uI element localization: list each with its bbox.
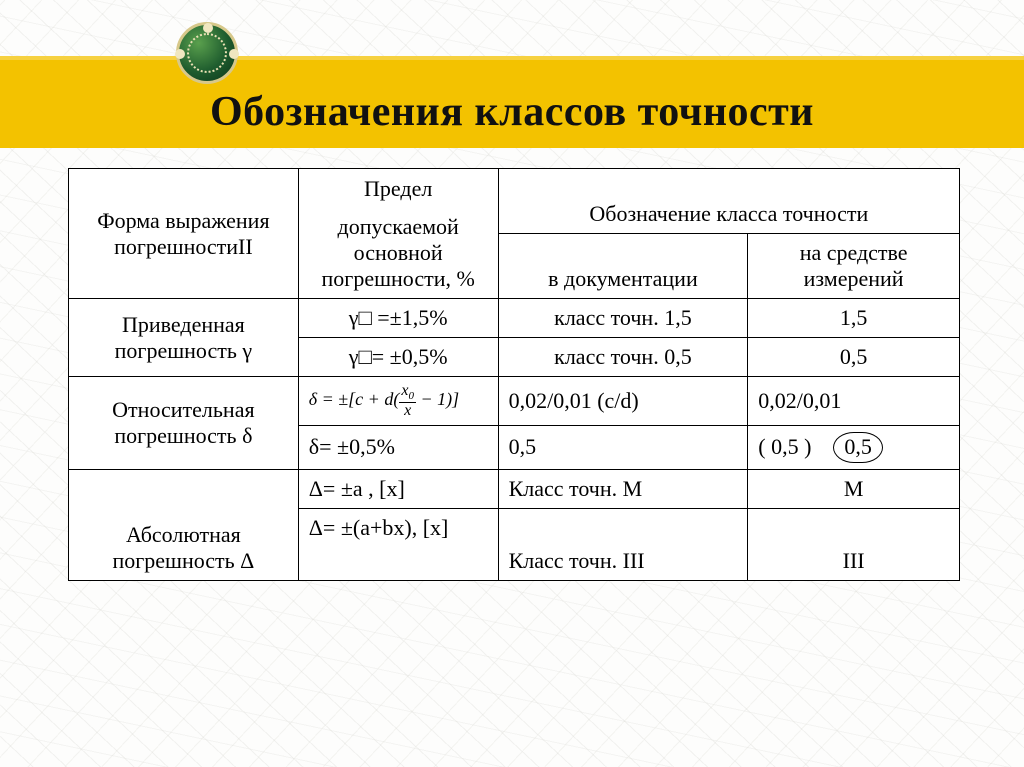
row-label: Абсолютная погрешность Δ: [69, 469, 299, 580]
cell-limit: δ = ±[c + d(x0x − 1)]: [298, 377, 498, 426]
cell-dev: 0,5: [748, 338, 960, 377]
header-device: на средстве измерений: [748, 234, 960, 299]
cell-dev: III: [748, 508, 960, 580]
cell-doc: класс точн. 1,5: [498, 299, 748, 338]
cell-limit: Δ= ±a , [x]: [298, 469, 498, 508]
slide-title: Обозначения классов точности: [0, 88, 1024, 136]
accuracy-class-table: Форма выражения погрешностиII Предел доп…: [68, 168, 960, 581]
table-row: Приведенная погрешность γ γ□ =±1,5% клас…: [69, 299, 960, 338]
cell-doc: Класс точн. M: [498, 469, 748, 508]
cell-dev: 0,02/0,01: [748, 377, 960, 426]
cell-dev: ( 0,5 ) 0,5: [748, 426, 960, 470]
table-row: Относительная погрешность δ δ = ±[c + d(…: [69, 377, 960, 426]
header-limit-l2: допускаемой основной погрешности, %: [309, 214, 488, 292]
cell-dev: 1,5: [748, 299, 960, 338]
cell-doc: Класс точн. III: [498, 508, 748, 580]
header-limit: Предел допускаемой основной погрешности,…: [298, 169, 498, 299]
header-limit-l1: Предел: [309, 176, 488, 202]
cell-dev: M: [748, 469, 960, 508]
slide-medallion: [176, 22, 238, 84]
cell-doc: класс точн. 0,5: [498, 338, 748, 377]
table-row: Абсолютная погрешность Δ Δ= ±a , [x] Кла…: [69, 469, 960, 508]
header-form: Форма выражения погрешностиII: [69, 169, 299, 299]
cell-limit: Δ= ±(a+bx), [x]: [298, 508, 498, 580]
cell-doc: 0,02/0,01 (c/d): [498, 377, 748, 426]
cell-limit: γ□= ±0,5%: [298, 338, 498, 377]
cell-limit: γ□ =±1,5%: [298, 299, 498, 338]
cell-limit: δ= ±0,5%: [298, 426, 498, 470]
row-label: Относительная погрешность δ: [69, 377, 299, 470]
header-doc: в документации: [498, 234, 748, 299]
cell-doc: 0,5: [498, 426, 748, 470]
row-label: Приведенная погрешность γ: [69, 299, 299, 377]
header-designation: Обозначение класса точности: [498, 169, 959, 234]
